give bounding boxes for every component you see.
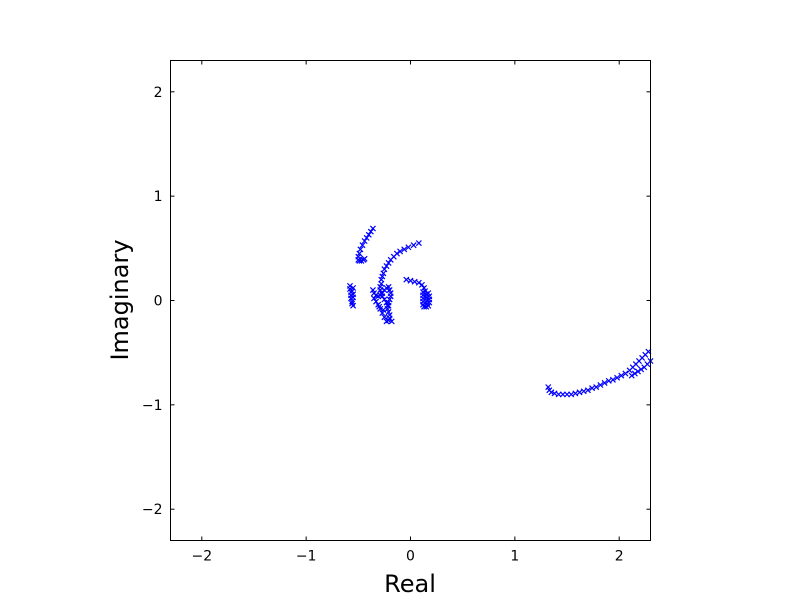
data-point-x-marker <box>631 370 638 377</box>
data-point-x-marker <box>622 370 629 377</box>
data-point-x-marker <box>387 256 394 263</box>
data-point-x-marker <box>356 257 363 264</box>
data-point-x-marker <box>589 385 596 392</box>
data-point-x-marker <box>370 295 378 302</box>
data-point-x-marker <box>380 306 387 313</box>
data-point-x-marker <box>551 390 558 397</box>
data-point-x-marker <box>572 390 579 397</box>
plot-background <box>170 60 651 541</box>
data-point-x-marker <box>363 234 370 241</box>
data-point-x-marker <box>634 368 642 375</box>
data-point-x-marker <box>614 374 621 381</box>
x-tick-label: 2 <box>615 549 624 565</box>
y-tick-label: −1 <box>142 398 163 414</box>
data-point-x-marker <box>357 246 364 253</box>
data-point-x-marker <box>361 255 368 262</box>
data-point-x-marker <box>361 237 368 245</box>
data-point-x-marker <box>367 228 374 235</box>
data-point-x-marker <box>618 372 625 379</box>
data-point-x-marker <box>576 389 583 396</box>
data-point-x-marker <box>373 298 380 305</box>
data-point-x-marker <box>369 225 376 232</box>
data-point-x-marker <box>403 276 410 283</box>
x-tick-label: 0 <box>406 549 415 565</box>
data-point-x-marker <box>584 387 591 394</box>
data-point-x-marker <box>597 381 604 389</box>
data-point-x-marker <box>410 242 417 249</box>
data-point-x-marker <box>601 379 608 386</box>
x-tick-label: 1 <box>510 549 519 565</box>
x-tick-label: −1 <box>296 549 317 565</box>
y-tick-label: −2 <box>142 502 163 518</box>
data-point-x-marker <box>385 259 392 266</box>
data-point-x-marker <box>609 376 616 383</box>
data-point-x-marker <box>381 314 388 321</box>
data-point-x-marker <box>415 240 422 247</box>
data-point-x-marker <box>638 366 645 373</box>
y-tick-label: 0 <box>154 294 163 310</box>
data-point-x-marker <box>381 266 388 273</box>
data-point-x-marker <box>349 298 356 305</box>
data-point-x-marker <box>425 302 432 309</box>
data-point-x-marker <box>418 281 426 288</box>
data-point-x-marker <box>580 388 587 395</box>
axis-ticks: −2 −1 0 1 2 −2 −1 0 1 2 <box>142 60 651 565</box>
y-tick-label: 1 <box>154 189 163 205</box>
y-axis-label: Imaginary <box>106 239 134 360</box>
data-point-x-marker <box>405 244 412 251</box>
data-point-x-marker <box>350 302 357 309</box>
y-tick-label: 2 <box>154 85 163 101</box>
data-point-x-marker <box>397 248 404 255</box>
data-point-x-marker <box>568 391 575 398</box>
data-point-x-marker <box>350 294 357 301</box>
data-point-x-marker <box>628 372 635 379</box>
data-point-x-marker <box>365 231 372 238</box>
data-point-x-marker <box>401 246 408 253</box>
data-point-x-marker <box>419 289 427 296</box>
data-point-x-marker <box>388 318 395 325</box>
data-point-x-marker <box>415 279 422 286</box>
data-point-x-marker <box>376 303 383 310</box>
data-point-x-marker <box>407 277 414 284</box>
data-markers <box>346 225 654 398</box>
x-axis-label: Real <box>384 570 436 598</box>
data-point-x-marker <box>593 384 600 391</box>
data-point-x-marker <box>383 318 390 325</box>
data-point-x-marker <box>359 242 366 249</box>
data-point-x-marker <box>605 377 612 384</box>
data-point-x-marker <box>383 263 390 270</box>
x-tick-label: −2 <box>191 549 212 565</box>
data-point-x-marker <box>411 278 418 285</box>
data-point-x-marker <box>379 290 386 297</box>
